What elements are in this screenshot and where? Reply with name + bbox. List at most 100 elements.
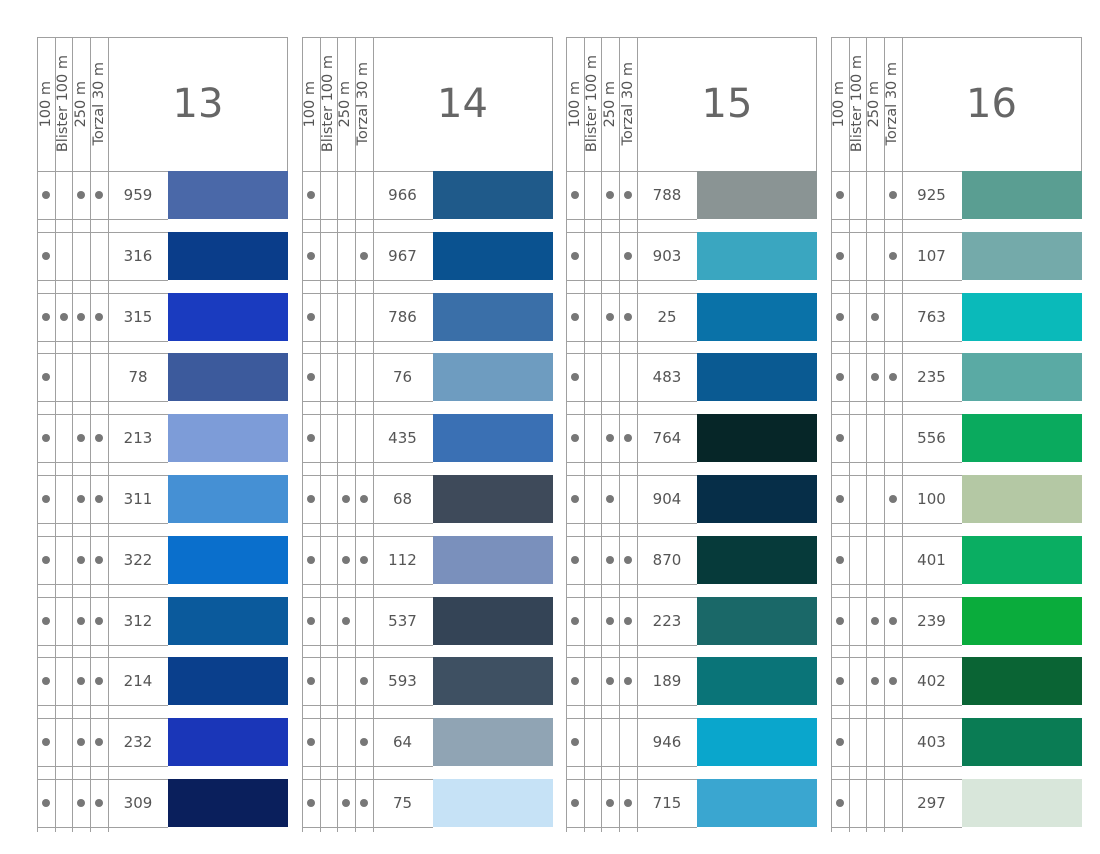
divider — [566, 279, 697, 281]
column-divider — [354, 37, 356, 832]
divider — [830, 340, 962, 342]
divider — [830, 779, 962, 780]
availability-dot — [77, 434, 85, 443]
availability-dot — [77, 677, 85, 686]
divider — [37, 37, 288, 38]
color-code: 76 — [392, 368, 413, 387]
divider — [37, 219, 168, 220]
availability-dot — [606, 495, 614, 503]
color-row: 904 — [566, 475, 817, 523]
availability-dot — [306, 251, 315, 260]
column-header-label: Torzal 30 m — [884, 62, 900, 146]
availability-dot — [42, 373, 50, 382]
availability-dot — [606, 191, 614, 199]
color-row: 402 — [831, 657, 1082, 706]
availability-dot — [606, 312, 614, 321]
divider — [301, 462, 433, 464]
color-code: 232 — [123, 733, 153, 752]
column-header: Blister 100 m — [849, 37, 866, 171]
color-row: 76 — [302, 353, 553, 402]
column-header: Torzal 30 m — [619, 37, 637, 171]
divider — [37, 705, 168, 707]
color-panel-13: 100 m Blister 100 m 250 m Torzal 30 m 13 959 3… — [37, 37, 288, 832]
color-row: 309 — [37, 779, 288, 827]
color-swatch — [697, 353, 817, 402]
color-code: 316 — [123, 246, 153, 265]
availability-dot — [95, 434, 103, 443]
color-swatch — [697, 292, 817, 341]
availability-dot — [835, 373, 844, 382]
color-row: 214 — [37, 657, 288, 706]
color-code: 959 — [123, 186, 153, 204]
divider — [37, 827, 168, 828]
availability-dot — [835, 495, 844, 503]
color-row: 112 — [302, 535, 553, 584]
color-swatch — [432, 353, 553, 402]
color-code: 904 — [652, 490, 682, 508]
column-divider — [566, 37, 567, 832]
color-swatch — [168, 171, 288, 219]
divider — [566, 644, 697, 646]
column-divider — [848, 37, 850, 832]
availability-dot — [42, 251, 50, 260]
availability-dot — [624, 434, 632, 443]
color-row: 316 — [37, 231, 288, 280]
availability-dot — [77, 738, 85, 747]
availability-dot — [77, 555, 85, 564]
color-swatch — [961, 475, 1082, 523]
availability-dot — [42, 495, 50, 503]
availability-dot — [888, 191, 897, 199]
color-swatch — [961, 657, 1082, 706]
availability-dot — [888, 373, 897, 382]
column-divider — [90, 37, 91, 832]
availability-dot — [835, 738, 844, 747]
divider — [566, 535, 697, 537]
availability-dot — [77, 799, 85, 807]
column-header: Torzal 30 m — [90, 37, 108, 171]
column-divider — [108, 37, 109, 832]
color-code: 763 — [917, 307, 946, 326]
column-divider — [601, 37, 602, 832]
color-code: 556 — [917, 429, 946, 448]
column-header: 250 m — [72, 37, 90, 171]
availability-dot — [77, 616, 85, 625]
availability-dot — [606, 434, 614, 443]
divider — [37, 231, 168, 233]
availability-dot — [571, 312, 579, 321]
divider — [830, 462, 962, 464]
availability-dot — [571, 616, 579, 625]
color-swatch — [432, 231, 553, 280]
divider — [830, 827, 962, 828]
divider — [566, 583, 697, 585]
divider — [37, 644, 168, 646]
divider — [566, 292, 697, 294]
divider — [301, 279, 433, 281]
column-header: 100 m — [566, 37, 584, 171]
availability-dot — [835, 312, 844, 321]
column-divider — [619, 37, 620, 832]
divider — [37, 414, 168, 416]
color-panel-16: 100 m Blister 100 m 250 m Torzal 30 m 16 925 1… — [830, 37, 1082, 832]
divider — [301, 523, 433, 524]
color-row: 537 — [302, 596, 553, 645]
divider — [830, 583, 962, 585]
availability-dot — [606, 616, 614, 625]
color-swatch — [168, 231, 288, 280]
column-divider — [584, 37, 585, 832]
availability-dot — [870, 677, 879, 686]
availability-dot — [606, 555, 614, 564]
availability-dot — [888, 495, 897, 503]
divider — [37, 171, 288, 172]
availability-dot — [624, 616, 632, 625]
divider — [566, 231, 697, 233]
divider — [301, 535, 433, 537]
availability-dot — [835, 616, 844, 625]
availability-dot — [306, 312, 315, 321]
color-swatch — [697, 779, 817, 827]
divider — [301, 766, 433, 768]
divider — [830, 219, 962, 220]
availability-dot — [571, 555, 579, 564]
color-row: 107 — [831, 231, 1082, 280]
color-swatch — [697, 718, 817, 767]
divider — [301, 219, 433, 220]
